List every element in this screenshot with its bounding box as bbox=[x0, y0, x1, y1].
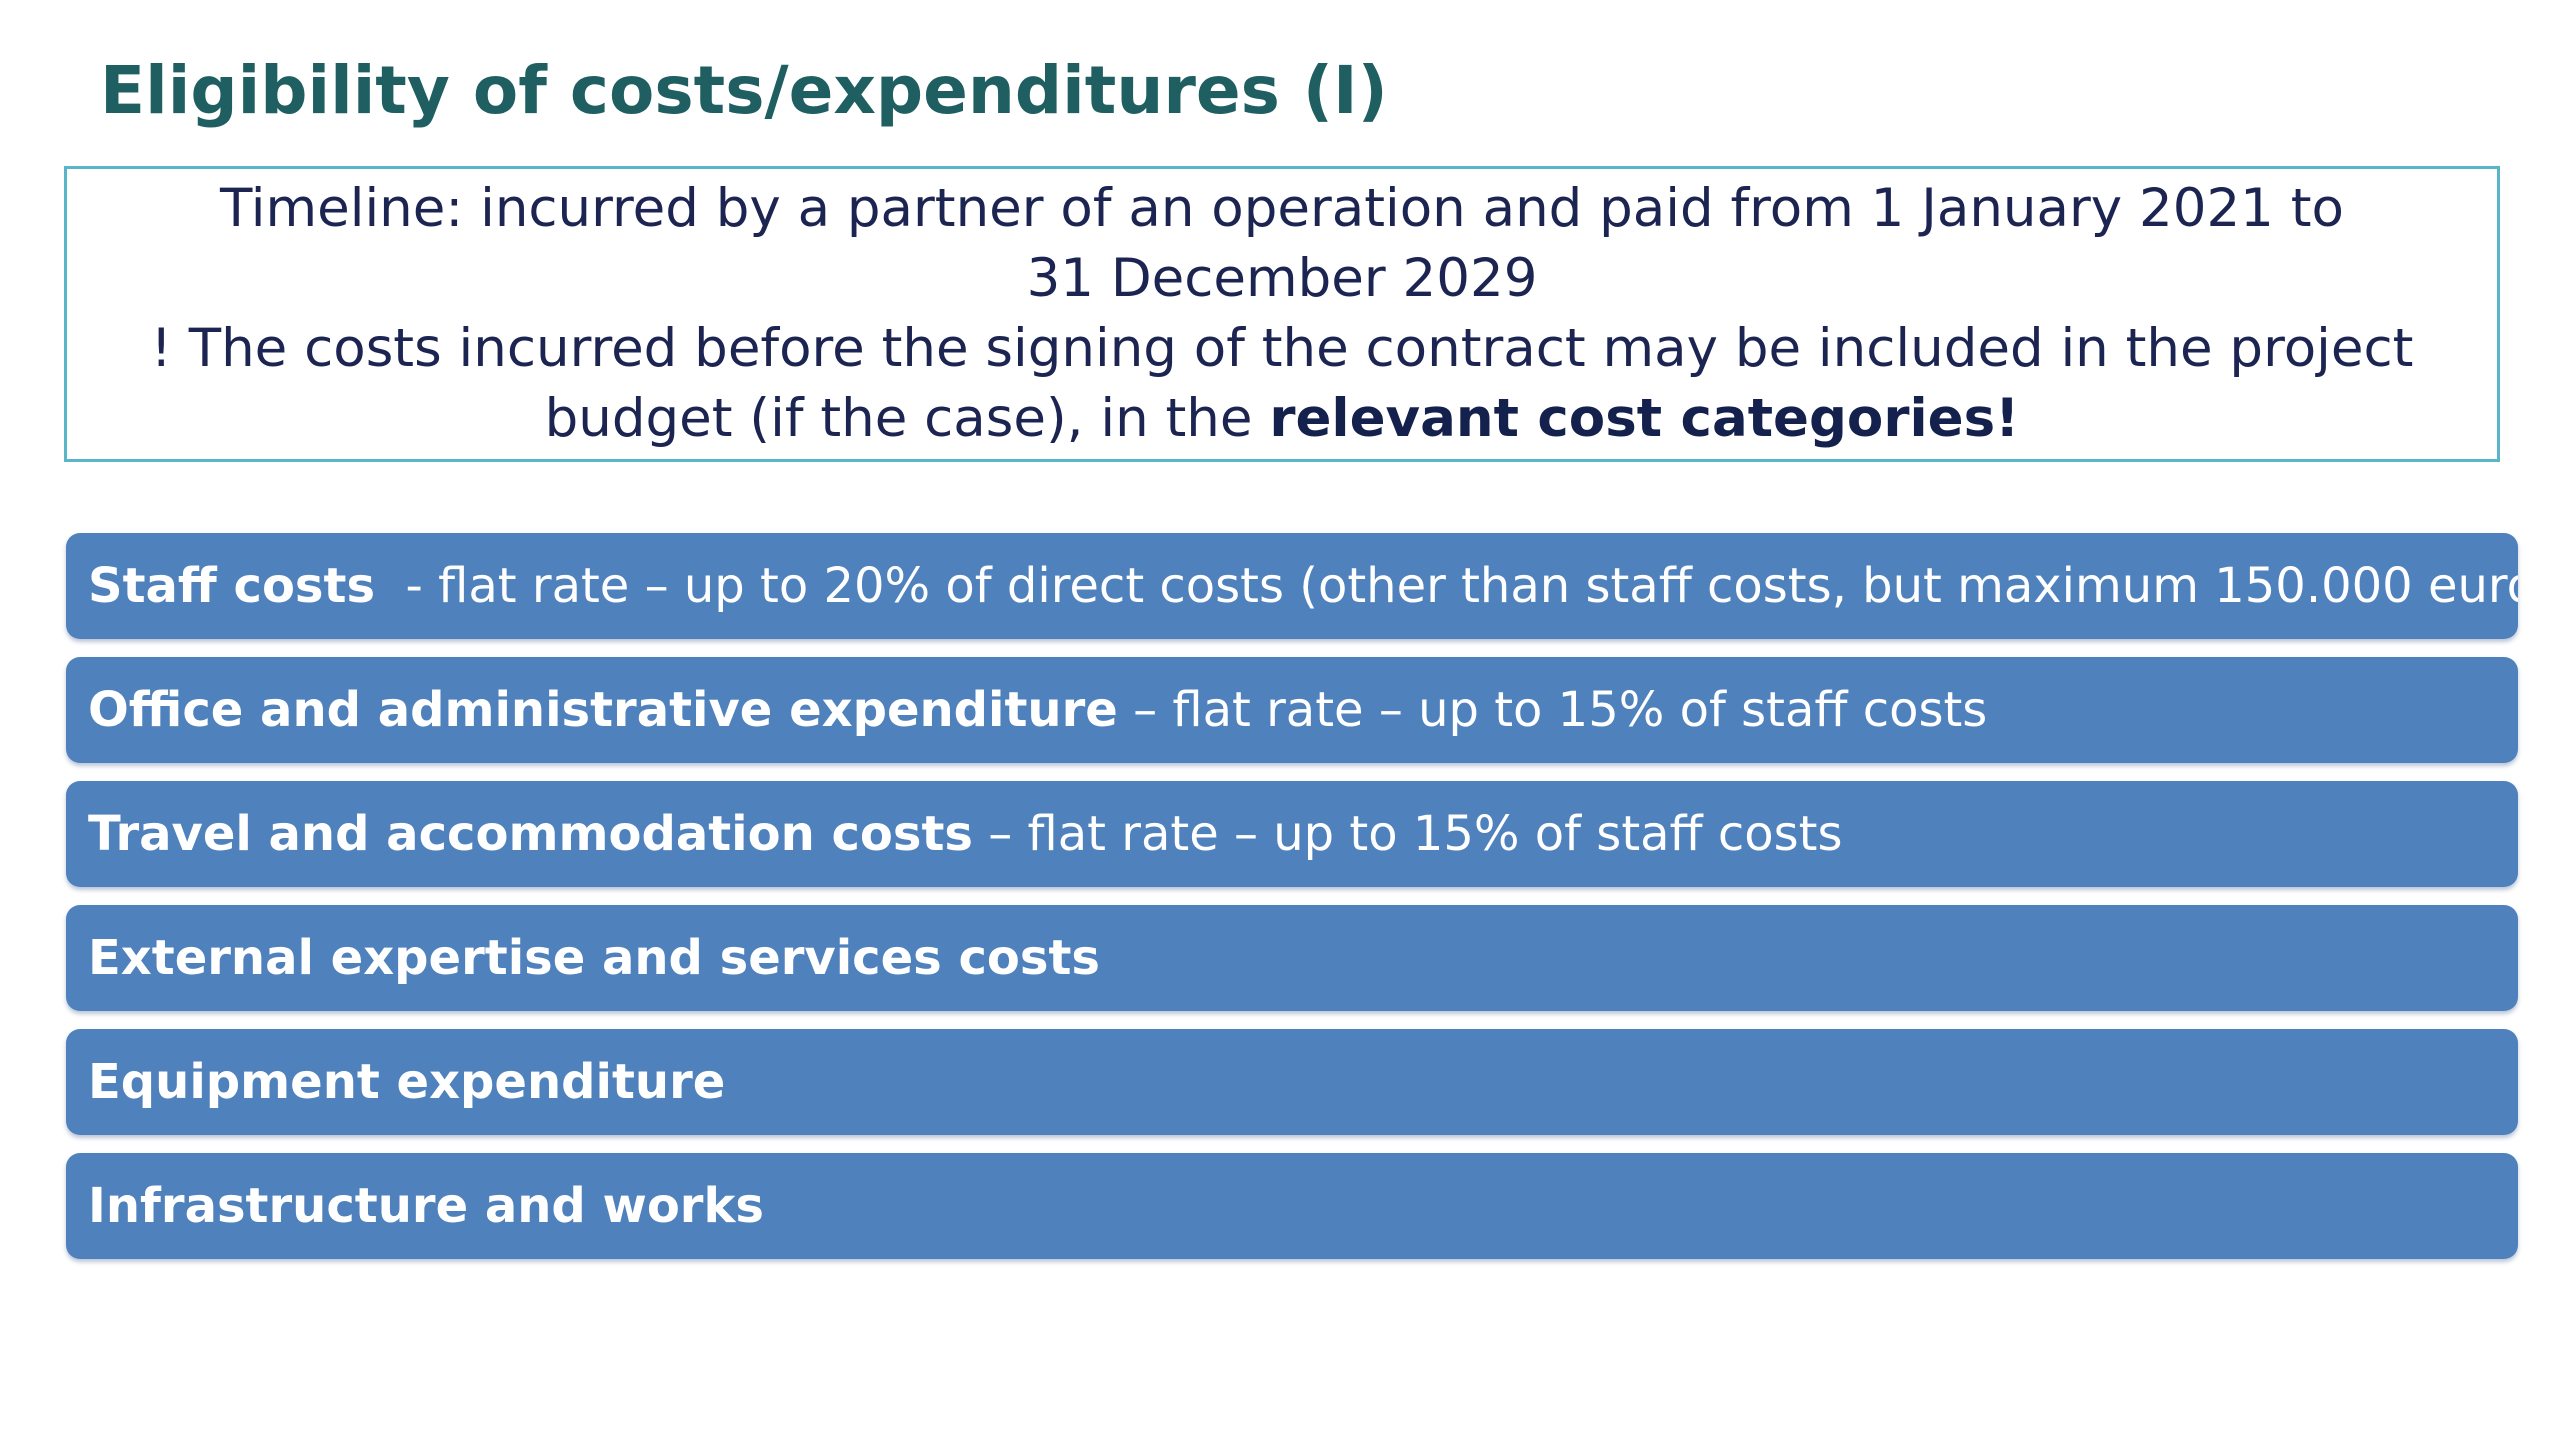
timeline-line-3: ! The costs incurred before the signing … bbox=[150, 318, 2414, 379]
cost-category-name: Equipment expenditure bbox=[88, 1054, 726, 1110]
timeline-line-4-prefix: budget (if the case), in the bbox=[544, 388, 1270, 449]
timeline-line-1: Timeline: incurred by a partner of an op… bbox=[220, 178, 2344, 239]
cost-category-detail: - flat rate – up to 20% of direct costs … bbox=[375, 558, 2518, 614]
cost-category-infrastructure: Infrastructure and works bbox=[66, 1153, 2518, 1259]
cost-category-travel: Travel and accommodation costs – flat ra… bbox=[66, 781, 2518, 887]
cost-category-office-admin: Office and administrative expenditure – … bbox=[66, 657, 2518, 763]
cost-category-name: Infrastructure and works bbox=[88, 1178, 764, 1234]
cost-category-staff: Staff costs - flat rate – up to 20% of d… bbox=[66, 533, 2518, 639]
timeline-line-4-emphasis: relevant cost categories! bbox=[1269, 388, 2020, 449]
cost-category-name: Travel and accommodation costs bbox=[88, 806, 973, 862]
cost-category-external-expertise: External expertise and services costs bbox=[66, 905, 2518, 1011]
timeline-line-4: budget (if the case), in the relevant co… bbox=[545, 384, 2020, 454]
cost-category-name: Staff costs bbox=[88, 558, 376, 614]
cost-category-equipment: Equipment expenditure bbox=[66, 1029, 2518, 1135]
cost-category-name: Office and administrative expenditure bbox=[88, 682, 1118, 738]
cost-categories-list: Staff costs - flat rate – up to 20% of d… bbox=[66, 533, 2518, 1277]
cost-category-detail: – flat rate – up to 15% of staff costs bbox=[1117, 682, 1988, 738]
timeline-line-2: 31 December 2029 bbox=[1026, 248, 1538, 309]
timeline-box: Timeline: incurred by a partner of an op… bbox=[64, 166, 2500, 462]
cost-category-detail: – flat rate – up to 15% of staff costs bbox=[972, 806, 1843, 862]
slide-title: Eligibility of costs/expenditures (I) bbox=[100, 52, 1388, 129]
cost-category-name: External expertise and services costs bbox=[88, 930, 1100, 986]
